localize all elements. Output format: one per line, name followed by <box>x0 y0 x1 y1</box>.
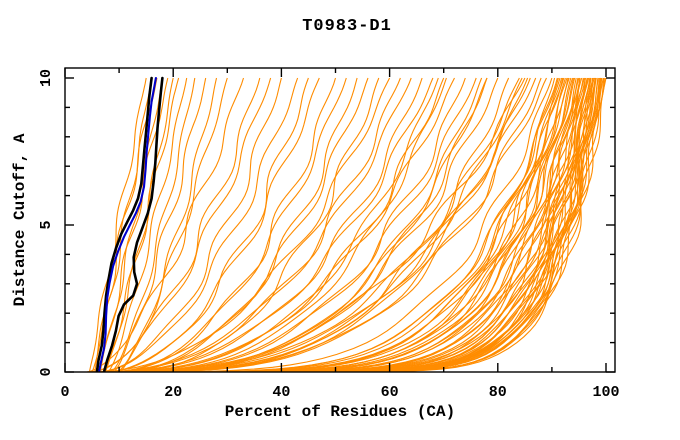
model-curve-orange <box>91 77 272 372</box>
model-curve-orange <box>127 77 607 372</box>
model-curve-orange <box>107 77 188 372</box>
x-tick-label: 80 <box>489 384 507 401</box>
model-curve-orange <box>110 77 358 372</box>
model-curve-orange <box>88 77 147 372</box>
model-curve-orange <box>97 77 589 372</box>
x-tick-label: 60 <box>381 384 399 401</box>
model-curve-orange <box>100 77 447 372</box>
model-curve-orange <box>116 77 559 372</box>
model-curve-orange <box>108 77 477 372</box>
model-curve-orange <box>97 77 577 372</box>
model-curve-orange <box>105 77 180 372</box>
y-axis-label: Distance Cutoff, A <box>11 133 29 306</box>
model-curve-orange <box>89 77 592 372</box>
model-curve-orange <box>102 77 455 372</box>
model-curve-orange <box>91 77 520 372</box>
model-curve-orange <box>108 77 347 372</box>
x-tick-label: 40 <box>272 384 290 401</box>
model-curve-orange <box>97 77 299 372</box>
model-curve-orange <box>91 77 153 372</box>
model-curve-orange <box>105 77 337 372</box>
x-axis-label: Percent of Residues (CA) <box>225 403 455 421</box>
model-curve-orange <box>110 77 196 372</box>
model-curve-orange <box>86 77 553 372</box>
model-curve-orange <box>86 77 391 372</box>
model-curve-orange <box>97 77 439 372</box>
tick-labels-layer: 0 20 40 60 80 100 0 5 10 <box>38 69 620 401</box>
model-curve-orange <box>105 77 488 372</box>
y-tick-label: 0 <box>38 367 55 376</box>
model-curve-orange <box>113 77 563 372</box>
model-curve-orange <box>94 77 581 372</box>
model-curve-orange <box>89 77 586 372</box>
plot-box <box>64 67 616 373</box>
model-curve-orange <box>102 77 542 372</box>
model-curve-orange <box>118 77 228 372</box>
model-curve-orange <box>102 77 174 372</box>
x-tick-label: 100 <box>592 384 619 401</box>
model-curve-orange <box>97 77 434 372</box>
model-curve-orange <box>94 77 158 372</box>
model-curve-orange <box>108 77 523 372</box>
model-curve-orange <box>100 77 576 372</box>
plot-title: T0983-D1 <box>302 17 392 36</box>
model-curve-orange <box>116 77 218 372</box>
model-curve-orange <box>110 77 529 372</box>
model-curve-orange <box>121 77 602 372</box>
model-curve-orange <box>124 77 592 372</box>
model-curve-orange <box>113 77 207 372</box>
model-curve-orange <box>119 77 605 372</box>
model-curve-orange <box>89 77 401 372</box>
x-tick-label: 0 <box>60 384 69 401</box>
model-curve-orange <box>110 77 488 372</box>
model-curve-orange <box>102 77 320 372</box>
y-tick-label: 5 <box>38 220 55 229</box>
curves-layer <box>86 76 607 372</box>
highlight-black-model-2 <box>102 76 164 372</box>
model-curve-orange <box>91 77 584 372</box>
model-curve-orange <box>110 77 565 372</box>
model-curve-orange <box>91 77 591 372</box>
model-curve-orange <box>129 77 594 372</box>
model-curve-orange <box>108 77 556 372</box>
highlight-blue-model <box>98 76 157 372</box>
model-curve-orange <box>91 77 412 372</box>
model-curve-orange <box>124 77 604 372</box>
model-curve-orange <box>86 77 245 372</box>
highlight-black-model-1 <box>95 76 153 372</box>
model-curve-orange <box>100 77 445 372</box>
model-curve-orange <box>102 77 574 372</box>
model-curve-orange <box>110 77 606 372</box>
model-curve-orange <box>127 77 597 372</box>
x-tick-label: 20 <box>164 384 182 401</box>
model-curve-orange <box>105 77 570 372</box>
model-curve-orange <box>94 77 423 372</box>
model-curve-orange <box>94 77 282 372</box>
axes-frame <box>64 67 616 373</box>
model-curve-orange <box>116 77 380 372</box>
model-curve-orange <box>108 77 568 372</box>
model-curve-orange <box>94 77 526 372</box>
model-curve-orange <box>97 77 579 372</box>
y-tick-label: 10 <box>38 69 55 87</box>
model-curve-orange <box>100 77 537 372</box>
model-curve-orange <box>113 77 369 372</box>
model-curve-orange <box>94 77 581 372</box>
